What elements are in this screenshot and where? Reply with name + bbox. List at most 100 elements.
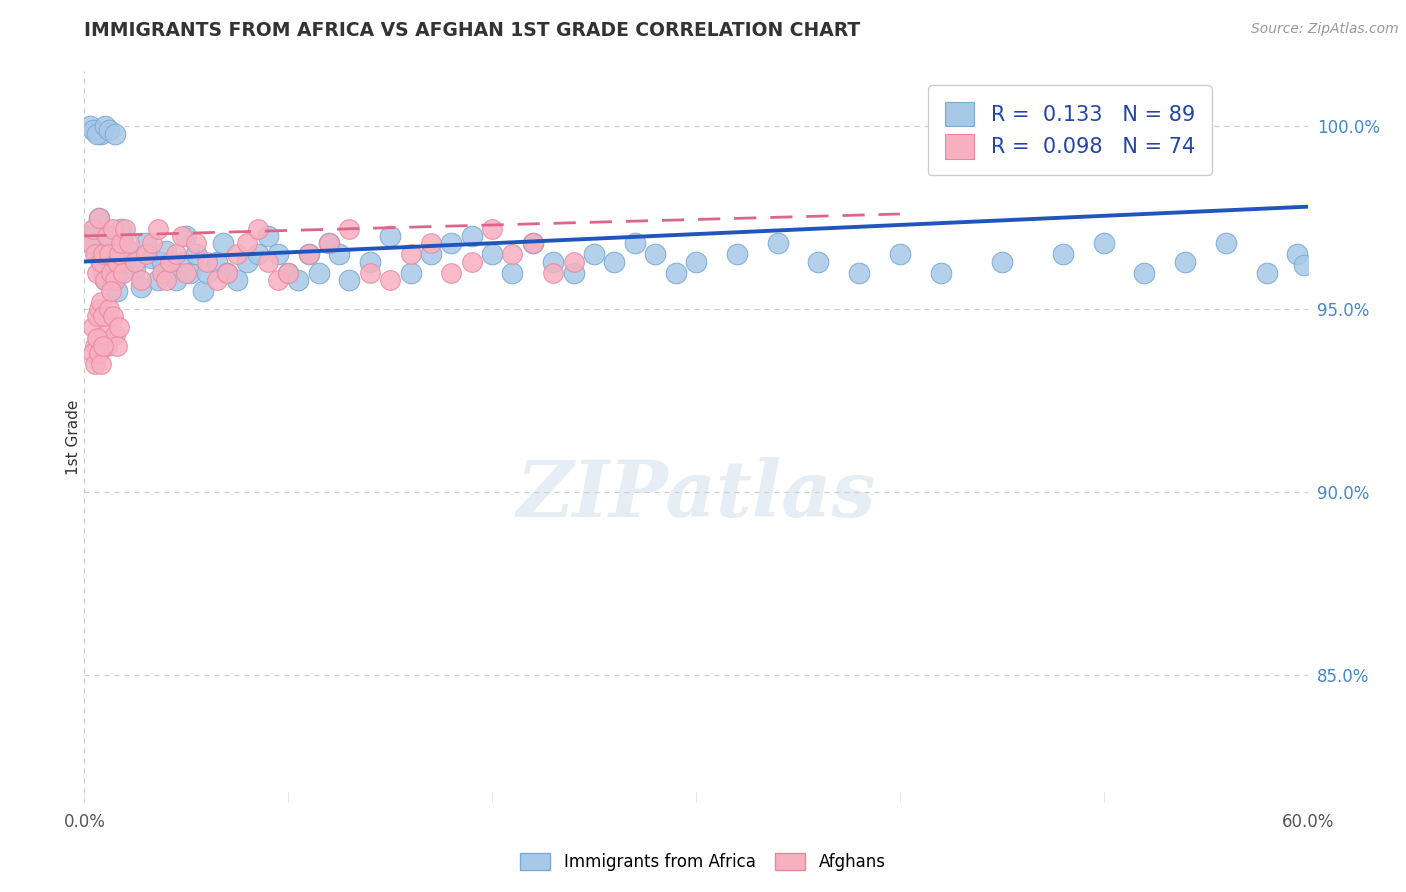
Point (359, 254, 381, 268)
Point (1052, 247, 1074, 261)
Point (159, 261, 181, 276)
Point (440, 265, 463, 279)
Point (339, 273, 361, 287)
Point (165, 273, 187, 287)
Point (217, 265, 239, 279)
Point (236, 236, 259, 251)
Point (93, 273, 117, 287)
Point (124, 261, 146, 276)
Point (318, 236, 340, 251)
Point (104, 127, 127, 141)
Point (339, 221, 361, 235)
Point (481, 247, 503, 261)
Point (105, 254, 128, 268)
Point (86, 247, 108, 261)
Point (543, 265, 565, 279)
Point (461, 228, 484, 243)
Y-axis label: 1st Grade: 1st Grade (66, 400, 80, 475)
Text: ZIPatlas: ZIPatlas (516, 458, 876, 533)
Point (141, 236, 163, 251)
Point (246, 221, 269, 235)
Point (86, 310, 108, 324)
Point (186, 236, 208, 251)
Point (562, 254, 585, 268)
Point (90, 254, 112, 268)
Point (267, 247, 290, 261)
Point (195, 265, 218, 279)
Point (90, 357, 112, 371)
Point (179, 265, 201, 279)
Point (205, 254, 228, 268)
Point (212, 236, 235, 251)
Point (82, 320, 104, 334)
Point (83, 247, 105, 261)
Point (807, 254, 830, 268)
Point (159, 254, 181, 268)
Point (155, 273, 177, 287)
Point (155, 244, 177, 258)
Point (1092, 236, 1115, 251)
Point (176, 228, 198, 243)
Point (991, 254, 1014, 268)
Point (97, 247, 120, 261)
Point (90, 294, 112, 309)
Point (87, 301, 110, 317)
Point (257, 228, 280, 243)
Point (83, 221, 105, 235)
Point (97, 123, 120, 137)
Point (522, 236, 544, 251)
Point (86, 127, 108, 141)
Point (146, 221, 169, 235)
Point (562, 265, 585, 279)
Point (112, 236, 135, 251)
Point (522, 236, 544, 251)
Point (543, 254, 565, 268)
Point (114, 221, 136, 235)
Point (848, 265, 870, 279)
Point (1292, 258, 1315, 272)
Point (583, 247, 606, 261)
Point (118, 244, 141, 258)
Point (766, 236, 789, 251)
Point (108, 247, 131, 261)
Point (172, 228, 194, 243)
Point (112, 265, 135, 279)
Point (461, 254, 484, 268)
Point (82, 346, 104, 360)
Point (82, 236, 104, 251)
Point (440, 236, 463, 251)
Point (79, 236, 101, 251)
Point (87, 211, 110, 225)
Point (135, 236, 157, 251)
Point (118, 236, 141, 251)
Point (90, 254, 112, 268)
Point (131, 280, 153, 294)
Point (359, 265, 381, 279)
Point (114, 254, 136, 268)
Point (150, 265, 173, 279)
Text: IMMIGRANTS FROM AFRICA VS AFGHAN 1ST GRADE CORRELATION CHART: IMMIGRANTS FROM AFRICA VS AFGHAN 1ST GRA… (84, 21, 860, 40)
Point (104, 273, 127, 287)
Point (1256, 265, 1278, 279)
Point (481, 221, 503, 235)
Point (104, 247, 127, 261)
Point (603, 254, 626, 268)
Point (1174, 254, 1197, 268)
Point (108, 320, 131, 334)
Point (298, 247, 321, 261)
Point (101, 310, 124, 324)
Point (100, 265, 122, 279)
Point (399, 247, 422, 261)
Legend: R =  0.133   N = 89, R =  0.098   N = 74: R = 0.133 N = 89, R = 0.098 N = 74 (928, 86, 1212, 175)
Point (93, 327, 117, 342)
Point (257, 254, 280, 268)
Point (146, 273, 169, 287)
Point (380, 273, 402, 287)
Point (110, 221, 132, 235)
Point (205, 273, 228, 287)
Point (93, 119, 117, 133)
Point (420, 247, 443, 261)
Point (87, 211, 110, 225)
Point (100, 284, 122, 298)
Point (105, 284, 128, 298)
